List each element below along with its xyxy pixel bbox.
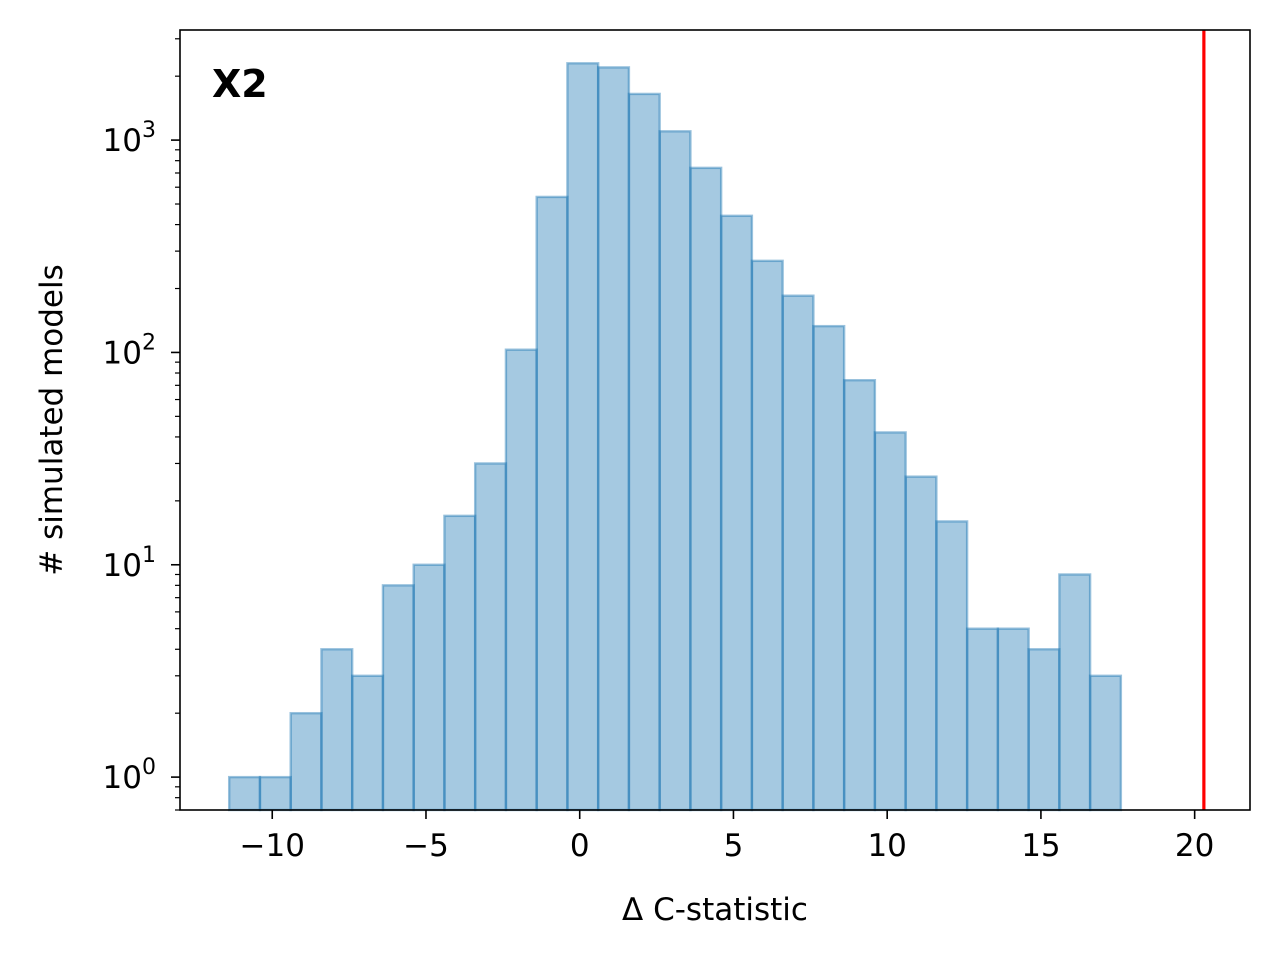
histogram-bar bbox=[566, 62, 600, 812]
y-tick-label: 101 bbox=[103, 543, 156, 584]
x-tick-label: −10 bbox=[240, 828, 305, 864]
x-tick-label: 5 bbox=[724, 828, 744, 864]
histogram-bar bbox=[873, 431, 907, 812]
y-axis-ticks: 100 101 102 103 bbox=[103, 38, 180, 811]
histogram-bar bbox=[842, 379, 877, 812]
histogram-bar bbox=[258, 775, 292, 812]
histogram-bar bbox=[627, 92, 661, 812]
histogram-bar bbox=[965, 627, 1000, 812]
y-tick-label: 100 bbox=[103, 755, 156, 796]
x-tick-label: 15 bbox=[1021, 828, 1060, 864]
histogram-bar bbox=[719, 214, 754, 812]
histogram-bar bbox=[227, 775, 262, 812]
x-axis-label: Δ C-statistic bbox=[622, 892, 808, 928]
histogram-bar bbox=[443, 514, 477, 812]
histogram-bar bbox=[904, 475, 938, 812]
x-tick-label: 0 bbox=[570, 828, 590, 864]
histogram-bars bbox=[227, 62, 1123, 812]
histogram-bar bbox=[412, 563, 446, 812]
histogram-bar bbox=[689, 166, 723, 812]
x-tick-label: 10 bbox=[867, 828, 906, 864]
plot-frame bbox=[179, 29, 1251, 811]
histogram-bar bbox=[658, 130, 692, 812]
histogram-bar bbox=[750, 259, 784, 812]
histogram-bar bbox=[812, 324, 846, 812]
histogram-bar bbox=[535, 195, 569, 812]
histogram-bar bbox=[1088, 674, 1123, 812]
histogram-bar bbox=[1027, 648, 1061, 812]
histogram-bar bbox=[935, 520, 969, 812]
y-tick-label: 102 bbox=[103, 330, 156, 371]
x-tick-label: 20 bbox=[1175, 828, 1214, 864]
histogram-bar bbox=[596, 66, 631, 812]
y-axis-label: # simulated models bbox=[34, 264, 70, 575]
histogram-bar bbox=[781, 294, 815, 812]
x-tick-label: −5 bbox=[403, 828, 449, 864]
histogram-bar bbox=[504, 348, 538, 812]
x-axis-ticks: −10 −5 0 5 10 15 20 bbox=[240, 810, 1214, 864]
y-tick-label: 103 bbox=[103, 118, 156, 159]
histogram-bar bbox=[1058, 573, 1092, 812]
histogram-bar bbox=[996, 627, 1030, 812]
histogram-bar bbox=[320, 648, 354, 812]
histogram-bar bbox=[473, 462, 508, 812]
panel-label: X2 bbox=[212, 62, 268, 106]
histogram-bar bbox=[381, 584, 415, 812]
histogram-bar bbox=[289, 711, 323, 812]
histogram-bar bbox=[350, 674, 385, 812]
